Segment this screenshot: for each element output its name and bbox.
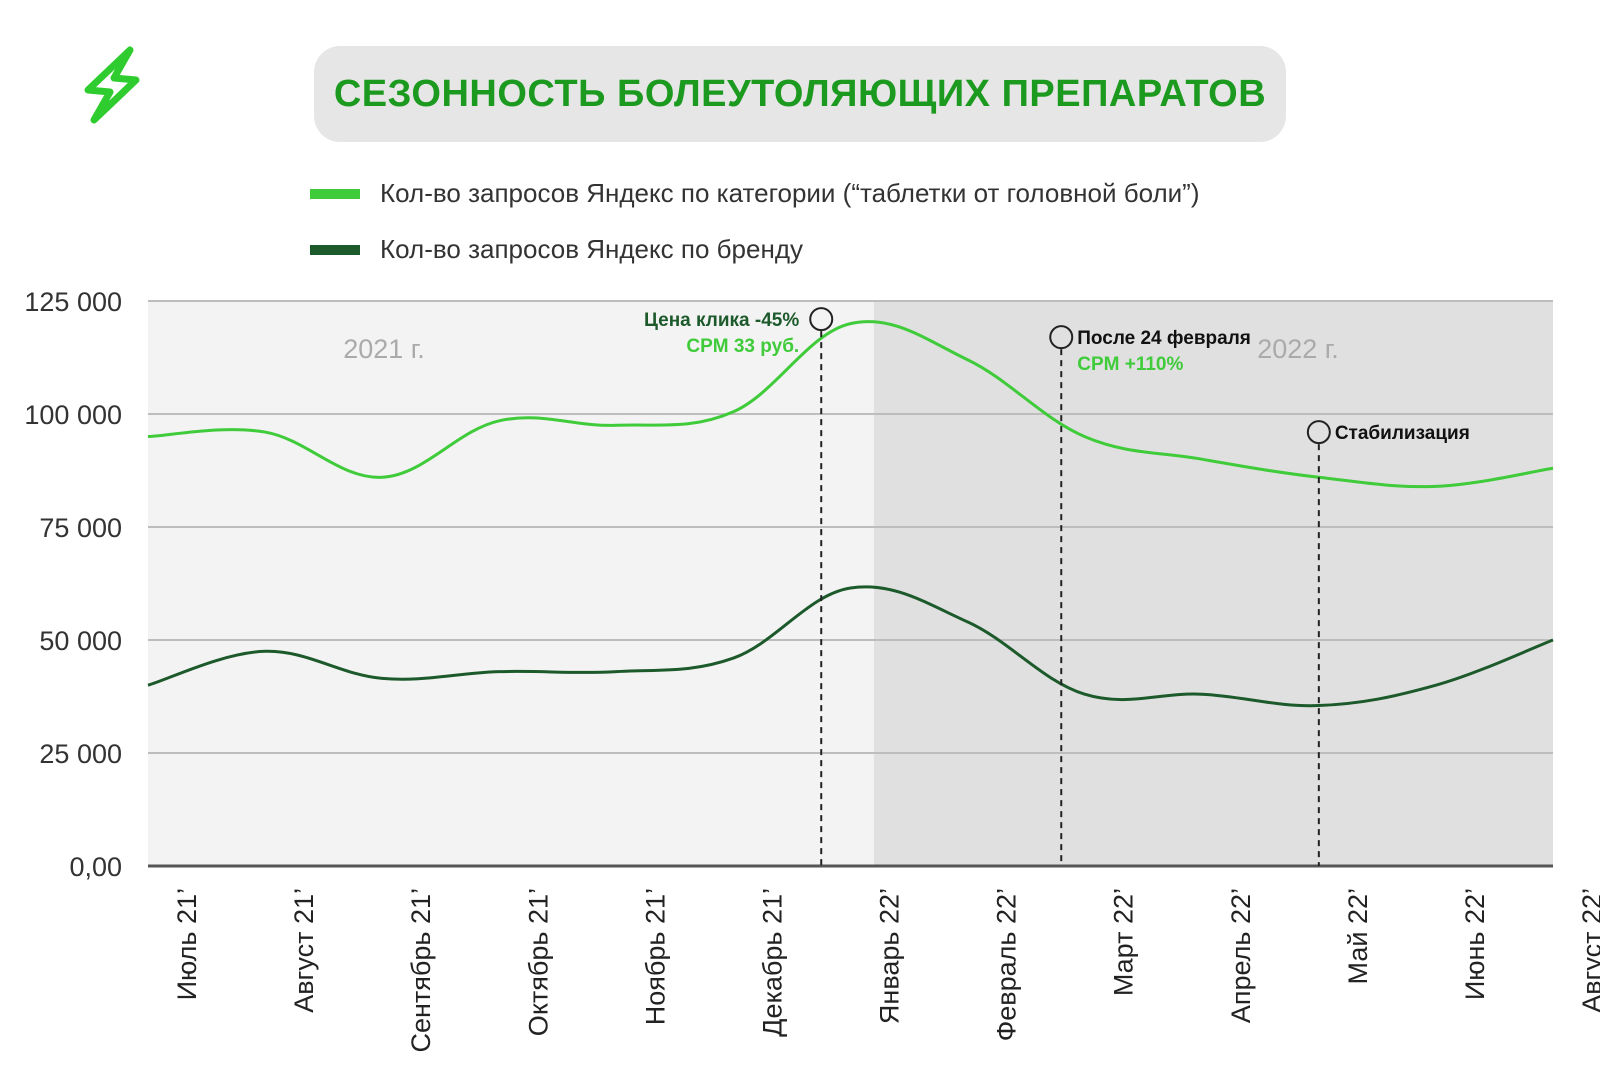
legend-swatch-brand (310, 244, 360, 255)
x-tick-label: Декабрь 21’ (757, 888, 787, 1037)
x-tick-label: Октябрь 21’ (523, 888, 553, 1036)
annotation-text: Стабилизация (1335, 423, 1470, 444)
annotation-text: CPM +110% (1077, 354, 1183, 375)
legend-item-category: Кол-во запросов Яндекс по категории (“та… (310, 178, 1200, 209)
x-tick-label: Июнь 22’ (1460, 888, 1490, 1000)
y-tick-label: 25 000 (39, 739, 122, 769)
annotation-marker (809, 307, 834, 332)
annotation-text: CPM 33 руб. (686, 336, 799, 357)
period-panel-0 (148, 301, 874, 866)
y-tick-label: 100 000 (24, 400, 122, 430)
x-tick-label: Сентябрь 21’ (406, 888, 436, 1053)
x-tick-label: Февраль 22’ (992, 888, 1022, 1041)
period-label-0: 2021 г. (343, 334, 425, 364)
annotation-marker (1306, 420, 1331, 445)
legend-label-brand: Кол-во запросов Яндекс по бренду (380, 234, 803, 264)
y-tick-label: 0,00 (69, 852, 122, 882)
period-label-1: 2022 г. (1257, 334, 1339, 364)
x-tick-label: Январь 22’ (875, 888, 905, 1024)
lightning-logo-icon (84, 46, 140, 124)
y-tick-label: 75 000 (39, 513, 122, 543)
annotation-marker (1049, 325, 1074, 350)
x-tick-label: Апрель 22’ (1226, 888, 1256, 1023)
series-line-category (147, 320, 1554, 489)
x-tick-label: Август 22’ (1577, 888, 1600, 1013)
annotation-text: Цена клика -45% (644, 310, 799, 331)
legend-item-brand: Кол-во запросов Яндекс по бренду (310, 234, 803, 265)
x-tick-label: Июль 21’ (172, 888, 202, 1000)
x-tick-label: Март 22’ (1109, 888, 1139, 996)
title-banner: СЕЗОННОСТЬ БОЛЕУТОЛЯЮЩИХ ПРЕПАРАТОВ (314, 46, 1286, 142)
period-panel-1 (873, 301, 1553, 866)
chart-title: СЕЗОННОСТЬ БОЛЕУТОЛЯЮЩИХ ПРЕПАРАТОВ (333, 72, 1267, 115)
y-tick-label: 125 000 (24, 287, 122, 317)
x-tick-label: Май 22’ (1343, 888, 1373, 984)
series-line-brand (147, 585, 1554, 708)
annotation-text: После 24 февраля (1077, 328, 1251, 349)
x-tick-label: Август 21’ (289, 888, 319, 1013)
legend-label-category: Кол-во запросов Яндекс по категории (“та… (380, 178, 1200, 208)
legend-swatch-category (310, 188, 360, 199)
x-tick-label: Ноябрь 21’ (640, 888, 670, 1025)
y-tick-label: 50 000 (39, 626, 122, 656)
